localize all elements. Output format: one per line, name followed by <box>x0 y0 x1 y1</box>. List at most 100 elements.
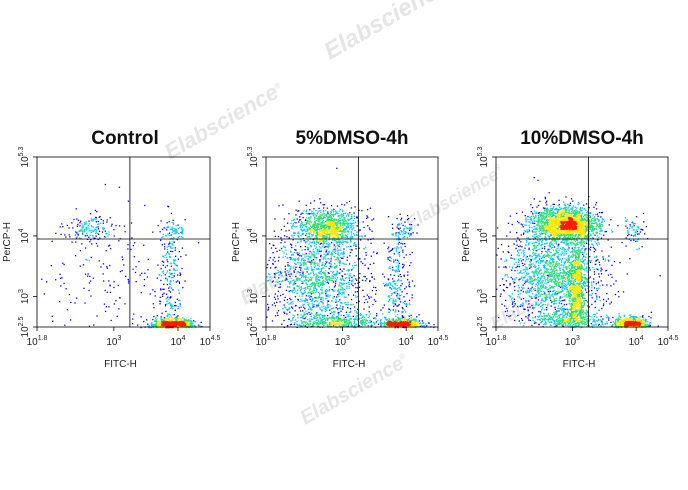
event-dot <box>330 324 332 326</box>
event-dot <box>330 321 333 323</box>
event-dot <box>331 230 333 232</box>
event-dot <box>600 270 602 272</box>
event-dot <box>326 260 328 263</box>
event-dot <box>298 236 300 238</box>
event-dot <box>345 241 347 243</box>
event-dot <box>314 265 316 267</box>
event-dot <box>316 213 318 215</box>
event-dot <box>319 272 321 274</box>
event-dot <box>320 234 323 236</box>
event-dot <box>352 279 354 281</box>
event-dot <box>327 244 330 246</box>
event-dot <box>315 229 317 231</box>
event-dot <box>306 321 308 323</box>
y-tick-label: 102.5 <box>247 316 260 337</box>
event-dot <box>329 324 331 327</box>
event-dot <box>518 320 520 322</box>
event-dot <box>98 260 100 262</box>
event-dot <box>106 233 108 235</box>
event-dot <box>291 235 293 237</box>
event-dot <box>312 225 314 228</box>
event-dot <box>332 222 335 224</box>
event-dot <box>327 278 329 281</box>
event-dot <box>88 282 91 284</box>
event-dot <box>350 241 352 243</box>
event-dot <box>166 246 168 248</box>
event-dot <box>326 276 329 278</box>
event-dot <box>316 234 318 236</box>
event-dot <box>321 292 324 294</box>
event-dot <box>309 319 311 322</box>
event-dot <box>389 259 391 262</box>
event-dot <box>286 325 289 327</box>
event-dot <box>284 296 286 299</box>
event-dot <box>387 279 390 281</box>
event-dot <box>323 216 325 218</box>
event-dot <box>358 277 361 279</box>
event-dot <box>396 324 398 326</box>
event-dot <box>346 227 348 229</box>
event-dot <box>170 296 172 298</box>
event-dot <box>353 217 356 220</box>
event-dot <box>323 224 325 226</box>
event-dot <box>399 213 401 215</box>
event-dot <box>345 296 347 298</box>
event-dot <box>341 287 344 289</box>
event-dot <box>302 237 304 240</box>
event-dot <box>398 295 400 297</box>
event-dot <box>411 297 413 299</box>
event-dot <box>418 323 421 325</box>
event-dot <box>280 272 282 274</box>
event-dot <box>347 307 349 309</box>
event-dot <box>516 220 519 223</box>
event-dot <box>309 324 311 326</box>
event-dot <box>316 231 318 233</box>
event-dot <box>294 226 296 228</box>
event-dot <box>314 224 316 226</box>
event-dot <box>311 269 314 271</box>
event-dot <box>175 232 177 234</box>
event-dot <box>415 318 417 320</box>
event-dot <box>368 322 370 324</box>
event-dot <box>269 273 271 276</box>
event-dot <box>174 305 176 307</box>
event-dot <box>408 317 411 320</box>
event-dot <box>314 221 316 223</box>
event-dot <box>313 306 315 308</box>
event-dot <box>315 313 317 315</box>
event-dot <box>277 281 279 283</box>
event-dot <box>500 293 502 295</box>
event-dot <box>355 264 357 266</box>
event-dot <box>392 320 394 322</box>
event-dot <box>330 308 333 310</box>
event-dot <box>368 227 371 229</box>
event-dot <box>310 273 312 275</box>
event-dot <box>383 242 385 244</box>
event-dot <box>370 255 372 257</box>
event-dot <box>296 259 298 261</box>
event-dot <box>314 256 316 259</box>
event-dot <box>316 268 318 270</box>
event-dot <box>334 219 336 221</box>
event-dot <box>168 290 170 292</box>
event-dot <box>354 291 356 293</box>
event-dot <box>298 307 300 309</box>
event-dot <box>293 287 295 289</box>
event-dot <box>313 282 315 284</box>
event-dot <box>339 217 341 219</box>
event-dot <box>174 324 176 327</box>
event-dot <box>334 321 336 323</box>
event-dot <box>384 284 387 286</box>
event-dot <box>172 322 174 324</box>
event-dot <box>326 220 328 222</box>
event-dot <box>308 243 310 245</box>
event-dot <box>174 317 176 319</box>
event-dot <box>171 237 173 240</box>
event-dot <box>342 240 344 242</box>
event-dot <box>95 226 98 228</box>
event-dot <box>319 284 322 287</box>
event-dot <box>312 255 314 257</box>
event-dot <box>407 318 409 321</box>
event-dot <box>373 317 375 320</box>
event-dot <box>403 256 405 259</box>
